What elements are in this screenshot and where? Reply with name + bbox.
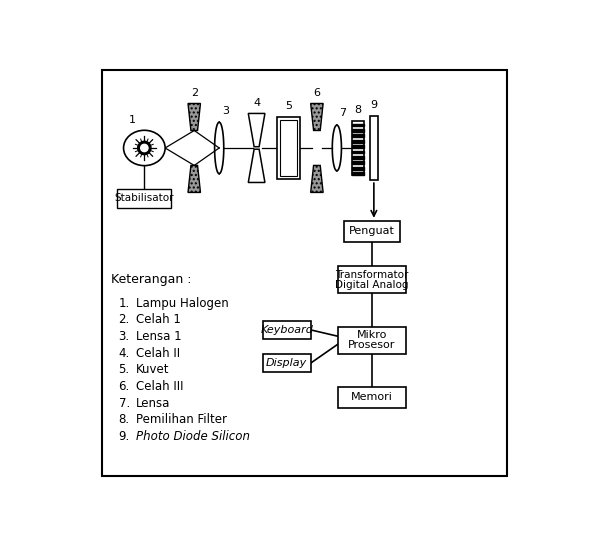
FancyBboxPatch shape [370, 116, 378, 180]
Text: 6: 6 [314, 89, 320, 98]
Text: 4.: 4. [119, 347, 130, 360]
Text: Digital Analog: Digital Analog [335, 280, 409, 290]
Polygon shape [248, 113, 265, 147]
Text: Keterangan :: Keterangan : [111, 273, 192, 286]
Text: 3.: 3. [119, 330, 129, 343]
FancyBboxPatch shape [337, 266, 406, 294]
Text: Lampu Halogen: Lampu Halogen [136, 297, 229, 310]
Text: Celah II: Celah II [136, 347, 180, 360]
Text: Kuvet: Kuvet [136, 363, 169, 376]
Text: 1: 1 [128, 116, 135, 125]
FancyBboxPatch shape [263, 321, 311, 339]
FancyBboxPatch shape [263, 354, 311, 373]
Text: Display: Display [266, 358, 307, 368]
Text: Mikro: Mikro [357, 330, 387, 340]
Text: Memori: Memori [351, 393, 393, 402]
FancyBboxPatch shape [344, 221, 400, 241]
FancyBboxPatch shape [102, 70, 507, 476]
Text: Lensa 1: Lensa 1 [136, 330, 182, 343]
Polygon shape [311, 165, 323, 192]
Polygon shape [188, 104, 201, 131]
Text: Keyboard: Keyboard [260, 325, 313, 335]
Text: 5.: 5. [119, 363, 129, 376]
Text: Photo Diode Silicon: Photo Diode Silicon [136, 430, 250, 443]
Text: 7: 7 [339, 109, 346, 118]
Polygon shape [311, 104, 323, 131]
Text: Lensa: Lensa [136, 396, 170, 410]
Text: 7.: 7. [119, 396, 130, 410]
Text: 9: 9 [370, 100, 377, 110]
Text: 1.: 1. [119, 297, 130, 310]
Text: 2.: 2. [119, 313, 130, 327]
FancyBboxPatch shape [280, 120, 298, 176]
Polygon shape [248, 149, 265, 183]
Text: 3: 3 [222, 106, 229, 116]
Text: 8: 8 [355, 105, 362, 115]
Ellipse shape [124, 130, 165, 166]
Text: 5: 5 [285, 101, 292, 111]
FancyBboxPatch shape [337, 327, 406, 354]
Circle shape [138, 141, 151, 154]
FancyBboxPatch shape [118, 188, 172, 208]
Text: Celah 1: Celah 1 [136, 313, 181, 327]
FancyBboxPatch shape [277, 117, 300, 179]
Text: Pemilihan Filter: Pemilihan Filter [136, 413, 227, 426]
Text: 2: 2 [191, 89, 198, 98]
Text: Stabilisator: Stabilisator [115, 193, 174, 204]
Text: Penguat: Penguat [349, 226, 395, 236]
FancyBboxPatch shape [352, 121, 364, 175]
FancyBboxPatch shape [337, 387, 406, 408]
Text: Transformator: Transformator [335, 270, 409, 280]
Text: 9.: 9. [119, 430, 130, 443]
Polygon shape [188, 165, 201, 192]
Text: 8.: 8. [119, 413, 129, 426]
Circle shape [141, 144, 148, 152]
Text: 4: 4 [253, 98, 260, 107]
Text: 6.: 6. [119, 380, 130, 393]
Text: Celah III: Celah III [136, 380, 184, 393]
Text: Prosesor: Prosesor [348, 340, 396, 350]
